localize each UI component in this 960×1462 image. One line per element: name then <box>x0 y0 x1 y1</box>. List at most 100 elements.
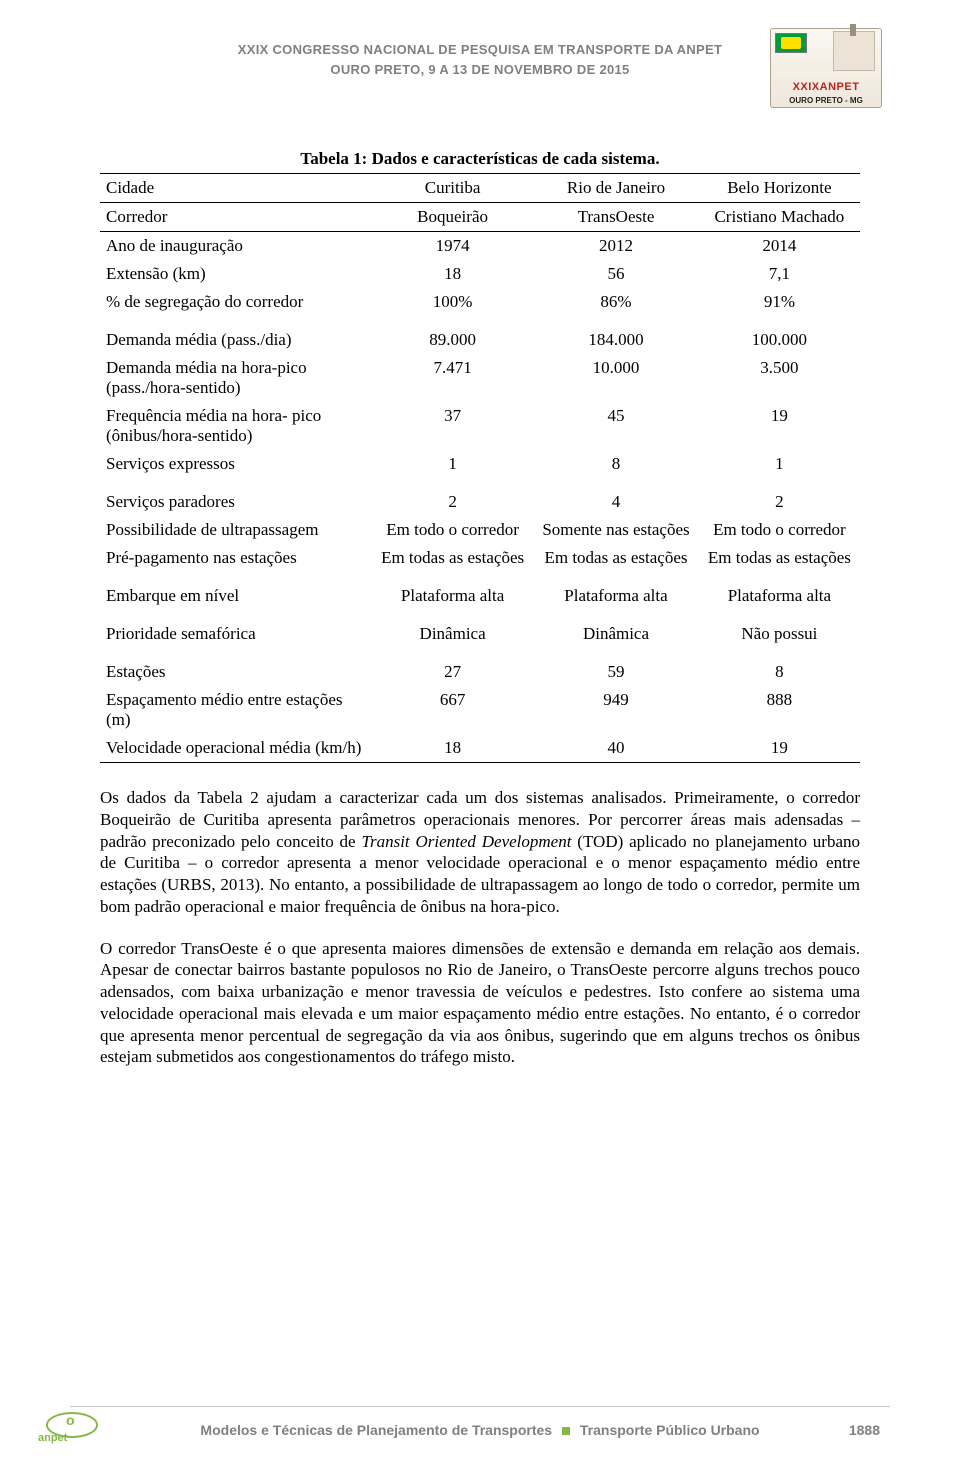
row-label: Serviços paradores <box>100 488 372 516</box>
row-label: Pré-pagamento nas estações <box>100 544 372 572</box>
cell: 59 <box>533 658 699 686</box>
table-row: Embarque em nível Plataforma alta Plataf… <box>100 582 860 610</box>
logo-title: XXIXANPET <box>771 81 881 93</box>
col-header-bh: Belo Horizonte <box>699 174 860 203</box>
cell: 10.000 <box>533 354 699 402</box>
cell: 40 <box>533 734 699 763</box>
table-row: Espaçamento médio entre estações (m) 667… <box>100 686 860 734</box>
table-header-row: Cidade Curitiba Rio de Janeiro Belo Hori… <box>100 174 860 203</box>
cell: 1 <box>699 450 860 478</box>
cell: 7,1 <box>699 260 860 288</box>
cell: 8 <box>533 450 699 478</box>
paragraph-2: O corredor TransOeste é o que apresenta … <box>100 938 860 1069</box>
col-header-curitiba: Curitiba <box>372 174 533 203</box>
table-spacer <box>100 316 860 326</box>
row-label: Ano de inauguração <box>100 232 372 261</box>
table-row: Frequência média na hora- pico (ônibus/h… <box>100 402 860 450</box>
cell: 18 <box>372 734 533 763</box>
table-row: Ano de inauguração 1974 2012 2014 <box>100 232 860 261</box>
conference-logo: XXIXANPET OURO PRETO - MG <box>770 28 882 108</box>
row-label: Possibilidade de ultrapassagem <box>100 516 372 544</box>
cell: Plataforma alta <box>699 582 860 610</box>
conference-dates: OURO PRETO, 9 A 13 DE NOVEMBRO DE 2015 <box>100 60 860 80</box>
cell: 2012 <box>533 232 699 261</box>
cell: 37 <box>372 402 533 450</box>
cell: Em todo o corredor <box>372 516 533 544</box>
table-row: Serviços paradores 2 4 2 <box>100 488 860 516</box>
cell: 8 <box>699 658 860 686</box>
table-caption: Tabela 1: Dados e características de cad… <box>100 149 860 169</box>
table-row: Possibilidade de ultrapassagem Em todo o… <box>100 516 860 544</box>
cell: 1974 <box>372 232 533 261</box>
row-label: Corredor <box>100 203 372 232</box>
table-spacer <box>100 572 860 582</box>
cell: 100.000 <box>699 326 860 354</box>
page-number: 1888 <box>849 1422 880 1438</box>
cell: Plataforma alta <box>533 582 699 610</box>
cell: 2 <box>699 488 860 516</box>
cell: 18 <box>372 260 533 288</box>
cell: Dinâmica <box>533 620 699 648</box>
cell: 86% <box>533 288 699 316</box>
footer-sections: Modelos e Técnicas de Planejamento de Tr… <box>0 1422 960 1438</box>
cell: 7.471 <box>372 354 533 402</box>
cell: 3.500 <box>699 354 860 402</box>
row-label: % de segregação do corredor <box>100 288 372 316</box>
cell: 19 <box>699 402 860 450</box>
square-separator-icon <box>562 1427 570 1435</box>
cell: Em todo o corredor <box>699 516 860 544</box>
cell: Em todas as estações <box>699 544 860 572</box>
church-icon <box>833 31 875 71</box>
table-row: Demanda média (pass./dia) 89.000 184.000… <box>100 326 860 354</box>
cell: 27 <box>372 658 533 686</box>
table-spacer <box>100 648 860 658</box>
page-body: XXIX CONGRESSO NACIONAL DE PESQUISA EM T… <box>0 0 960 1068</box>
page-header: XXIX CONGRESSO NACIONAL DE PESQUISA EM T… <box>100 40 860 79</box>
row-label: Prioridade semafórica <box>100 620 372 648</box>
cell: Não possui <box>699 620 860 648</box>
cell: Somente nas estações <box>533 516 699 544</box>
cell: 949 <box>533 686 699 734</box>
row-label: Extensão (km) <box>100 260 372 288</box>
row-label: Embarque em nível <box>100 582 372 610</box>
table-row: Estações 27 59 8 <box>100 658 860 686</box>
cell: 667 <box>372 686 533 734</box>
cell: Boqueirão <box>372 203 533 232</box>
table-row: Velocidade operacional média (km/h) 18 4… <box>100 734 860 763</box>
cell: 56 <box>533 260 699 288</box>
page-footer: anpet Modelos e Técnicas de Planejamento… <box>0 1410 960 1440</box>
row-label: Frequência média na hora- pico (ônibus/h… <box>100 402 372 450</box>
cell: 100% <box>372 288 533 316</box>
row-label: Demanda média (pass./dia) <box>100 326 372 354</box>
cell: TransOeste <box>533 203 699 232</box>
table-row: Prioridade semafórica Dinâmica Dinâmica … <box>100 620 860 648</box>
footer-section-2: Transporte Público Urbano <box>580 1422 760 1438</box>
table-spacer <box>100 610 860 620</box>
cell: 1 <box>372 450 533 478</box>
cell: 2 <box>372 488 533 516</box>
cell: 4 <box>533 488 699 516</box>
cell: 89.000 <box>372 326 533 354</box>
footer-section-1: Modelos e Técnicas de Planejamento de Tr… <box>200 1422 552 1438</box>
table-row: Corredor Boqueirão TransOeste Cristiano … <box>100 203 860 232</box>
table-row: Pré-pagamento nas estações Em todas as e… <box>100 544 860 572</box>
row-label: Serviços expressos <box>100 450 372 478</box>
table-row: Extensão (km) 18 56 7,1 <box>100 260 860 288</box>
cell: 2014 <box>699 232 860 261</box>
cell: Cristiano Machado <box>699 203 860 232</box>
conference-title: XXIX CONGRESSO NACIONAL DE PESQUISA EM T… <box>100 40 860 60</box>
table-row: Serviços expressos 1 8 1 <box>100 450 860 478</box>
cell: Em todas as estações <box>533 544 699 572</box>
paragraph-1-italic: Transit Oriented Development <box>361 832 571 851</box>
cell: Plataforma alta <box>372 582 533 610</box>
cell: 19 <box>699 734 860 763</box>
cell: 184.000 <box>533 326 699 354</box>
table-spacer <box>100 478 860 488</box>
brazil-flag-icon <box>775 33 807 53</box>
cell: Dinâmica <box>372 620 533 648</box>
row-label: Demanda média na hora-pico (pass./hora-s… <box>100 354 372 402</box>
logo-subtitle: OURO PRETO - MG <box>771 96 881 105</box>
cell: 888 <box>699 686 860 734</box>
table-row: Demanda média na hora-pico (pass./hora-s… <box>100 354 860 402</box>
col-header-rio: Rio de Janeiro <box>533 174 699 203</box>
